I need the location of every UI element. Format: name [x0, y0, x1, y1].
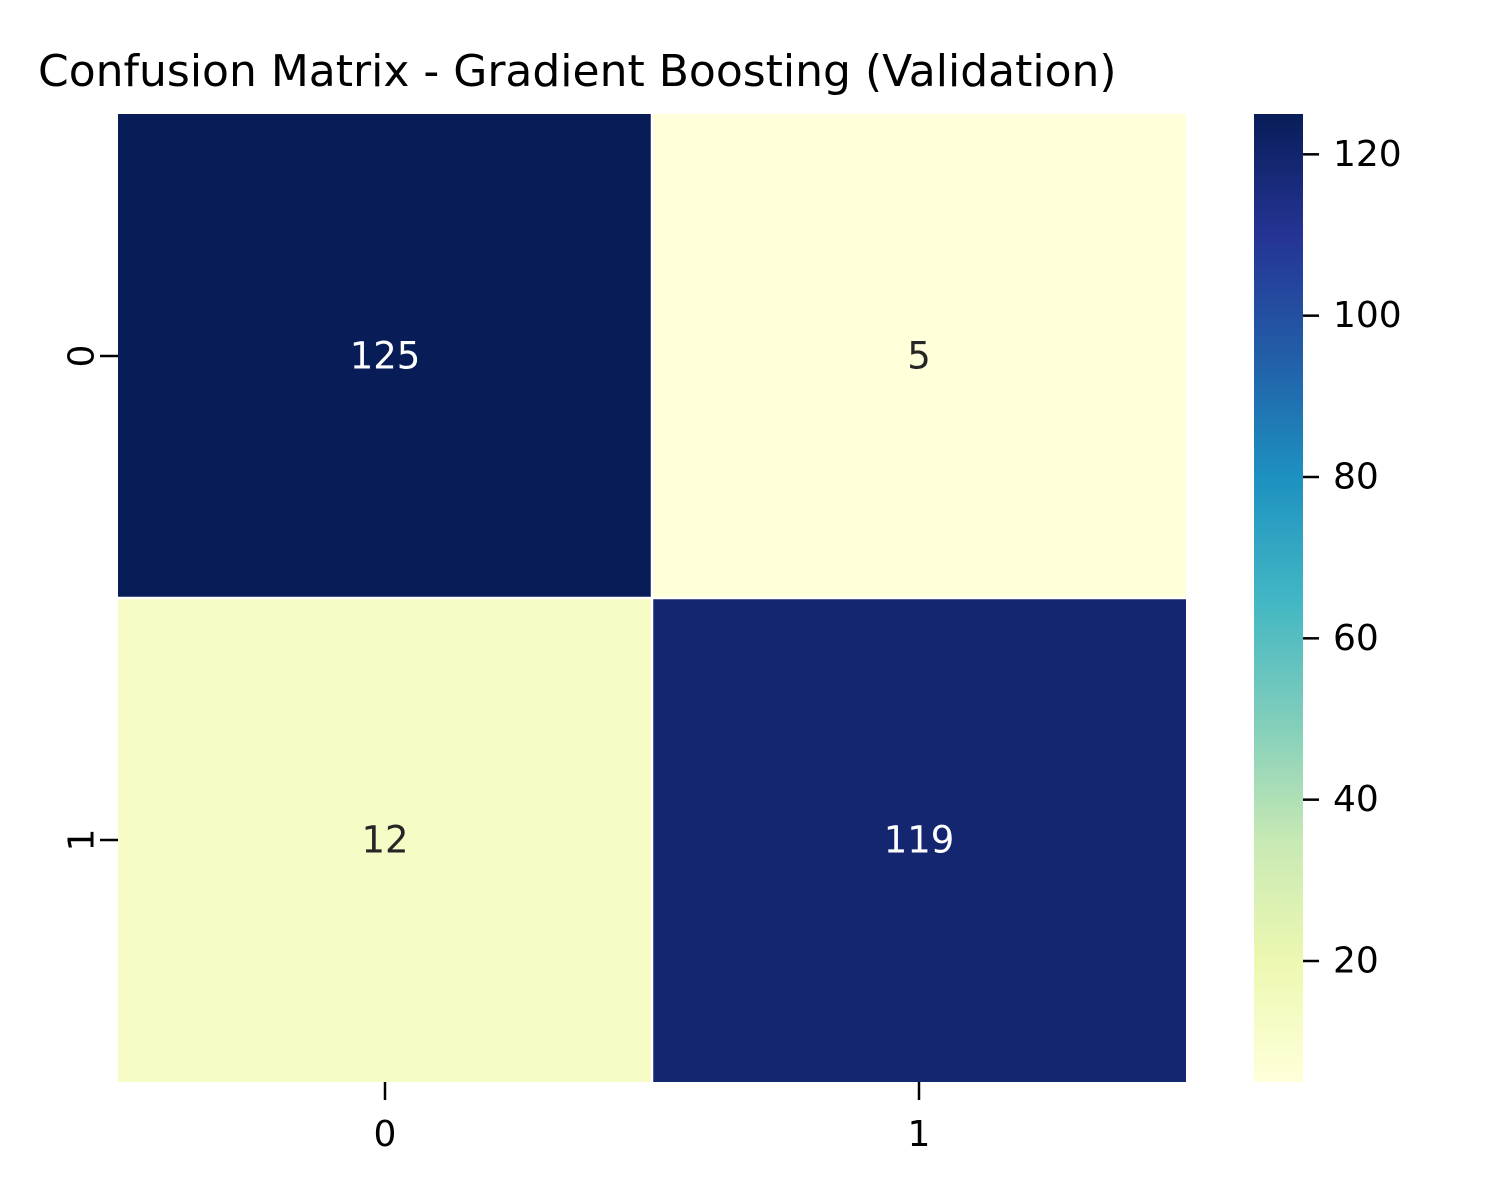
- colorbar-tick-label: 100: [1333, 295, 1402, 336]
- cell-value-label: 5: [907, 335, 931, 378]
- colorbar-tick-label: 80: [1333, 457, 1379, 498]
- heatmap-cell: [118, 114, 651, 597]
- colorbar-tick-label: 20: [1333, 941, 1379, 982]
- y-tick-label: 0: [62, 345, 103, 368]
- colorbar-tick-label: 60: [1333, 618, 1379, 659]
- cell-value-label: 12: [361, 819, 408, 862]
- heatmap-cell: [118, 599, 651, 1082]
- cell-value-label: 125: [350, 335, 421, 378]
- heatmap-cells: 125 5 12 119: [118, 114, 1186, 1082]
- colorbar: 20 40 60 80 100 120: [1254, 114, 1402, 1082]
- x-tick-label: 1: [908, 1114, 931, 1155]
- cell-value-label: 119: [884, 819, 955, 862]
- chart-title: Confusion Matrix - Gradient Boosting (Va…: [38, 46, 1117, 97]
- y-axis: 01: [62, 345, 118, 852]
- heatmap-cell: [653, 599, 1186, 1082]
- heatmap-cell: [653, 114, 1186, 597]
- colorbar-gradient: [1254, 114, 1303, 1082]
- colorbar-tick-label: 120: [1333, 134, 1402, 175]
- y-tick-label: 1: [62, 829, 103, 852]
- colorbar-tick-label: 40: [1333, 779, 1379, 820]
- x-tick-label: 0: [374, 1114, 397, 1155]
